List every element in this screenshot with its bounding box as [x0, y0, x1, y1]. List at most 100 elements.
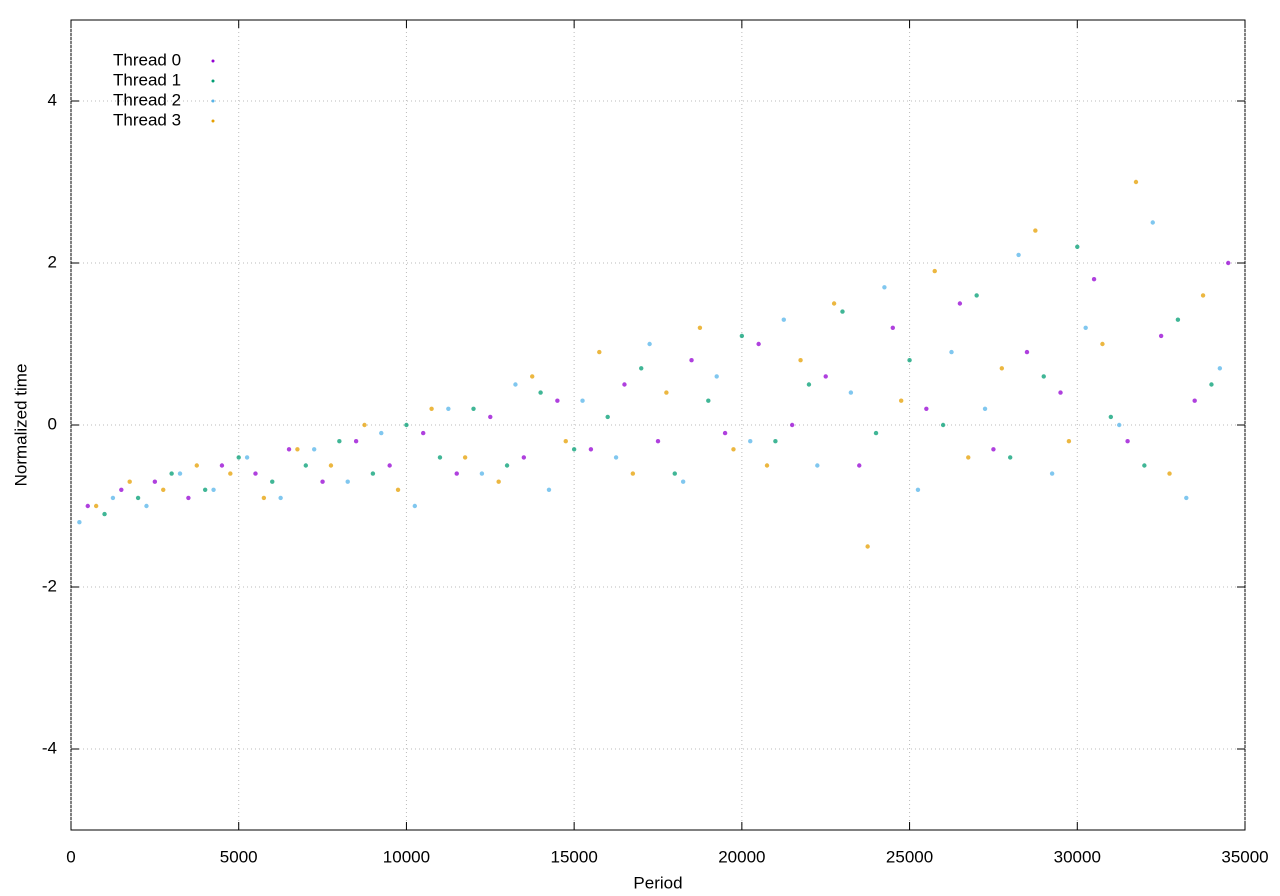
- data-point: [202, 487, 208, 492]
- data-point: [345, 479, 350, 484]
- x-axis-label: Period: [633, 873, 682, 892]
- data-point: [622, 382, 627, 387]
- data-point: [270, 479, 275, 484]
- data-point: [177, 471, 183, 476]
- data-point: [857, 463, 862, 468]
- data-point: [647, 341, 652, 347]
- data-point: [1142, 463, 1147, 468]
- data-point: [823, 374, 828, 379]
- data-point: [127, 479, 132, 484]
- data-point: [93, 503, 99, 509]
- data-point: [890, 325, 895, 330]
- data-point: [538, 390, 543, 395]
- data-point: [940, 422, 946, 428]
- y-tick-label: -2: [42, 576, 57, 595]
- x-tick-label: 25000: [886, 847, 933, 866]
- data-point: [1100, 341, 1105, 347]
- data-point: [580, 398, 585, 403]
- data-point: [722, 430, 728, 436]
- data-point: [437, 455, 443, 460]
- data-point: [764, 463, 770, 468]
- data-point: [873, 430, 879, 436]
- data-point: [219, 463, 225, 468]
- data-point: [915, 487, 921, 492]
- data-point: [639, 366, 644, 371]
- data-point: [1008, 455, 1013, 460]
- data-point: [152, 479, 158, 484]
- data-point: [261, 495, 267, 501]
- data-point: [898, 398, 904, 403]
- data-point: [110, 495, 116, 501]
- data-point: [563, 439, 568, 444]
- data-point: [974, 293, 979, 298]
- data-point: [546, 487, 552, 492]
- data-point: [1117, 422, 1122, 428]
- y-tick-label: 4: [48, 90, 57, 109]
- data-point: [530, 374, 535, 379]
- data-point: [161, 487, 166, 492]
- data-point: [630, 471, 636, 476]
- legend-marker: [211, 79, 215, 83]
- data-point: [831, 301, 837, 306]
- data-point: [1041, 374, 1046, 379]
- data-point: [672, 471, 677, 476]
- data-point: [840, 309, 845, 314]
- y-tick-label: 2: [48, 252, 57, 271]
- data-point: [513, 382, 518, 387]
- data-point: [1200, 293, 1206, 298]
- y-tick-label: 0: [48, 414, 57, 433]
- data-point: [169, 471, 174, 476]
- data-point: [957, 301, 963, 306]
- data-point: [412, 503, 418, 509]
- x-tick-label: 30000: [1054, 847, 1101, 866]
- data-point: [1167, 471, 1172, 476]
- data-point: [1024, 349, 1030, 355]
- data-point: [521, 455, 527, 460]
- x-tick-label: 20000: [718, 847, 765, 866]
- data-point: [337, 439, 342, 444]
- data-point: [982, 406, 988, 411]
- data-point: [1217, 366, 1223, 371]
- data-point: [1108, 414, 1114, 420]
- data-point: [286, 447, 292, 452]
- legend-label: Thread 1: [113, 70, 181, 89]
- data-point: [924, 406, 929, 411]
- data-point: [85, 503, 90, 509]
- data-point: [848, 390, 854, 395]
- x-tick-label: 10000: [383, 847, 430, 866]
- data-point: [739, 333, 745, 339]
- data-point: [379, 430, 384, 436]
- data-point: [135, 495, 141, 501]
- data-point: [932, 268, 937, 274]
- data-point: [1075, 244, 1080, 249]
- data-point: [714, 374, 719, 379]
- data-point: [1209, 382, 1214, 387]
- data-point: [597, 349, 602, 355]
- data-point: [144, 503, 149, 509]
- data-point: [1150, 220, 1155, 225]
- data-point: [253, 471, 258, 476]
- y-axis-label: Normalized time: [11, 364, 30, 487]
- data-point: [664, 390, 669, 395]
- data-point: [806, 382, 812, 387]
- data-point: [571, 447, 577, 452]
- data-point: [311, 447, 317, 452]
- data-point: [655, 439, 661, 444]
- data-point: [815, 463, 820, 468]
- data-point: [689, 358, 694, 363]
- data-point: [781, 317, 786, 322]
- data-point: [228, 471, 233, 476]
- legend-marker: [211, 99, 215, 103]
- data-point: [991, 447, 996, 452]
- data-point: [404, 422, 409, 428]
- data-point: [1175, 317, 1181, 322]
- data-point: [429, 406, 434, 411]
- data-point: [471, 406, 476, 411]
- legend-label: Thread 3: [113, 110, 181, 129]
- data-point: [1049, 471, 1055, 476]
- data-point: [395, 487, 401, 492]
- data-point: [1184, 495, 1189, 501]
- data-point: [295, 447, 300, 452]
- data-point: [303, 463, 308, 468]
